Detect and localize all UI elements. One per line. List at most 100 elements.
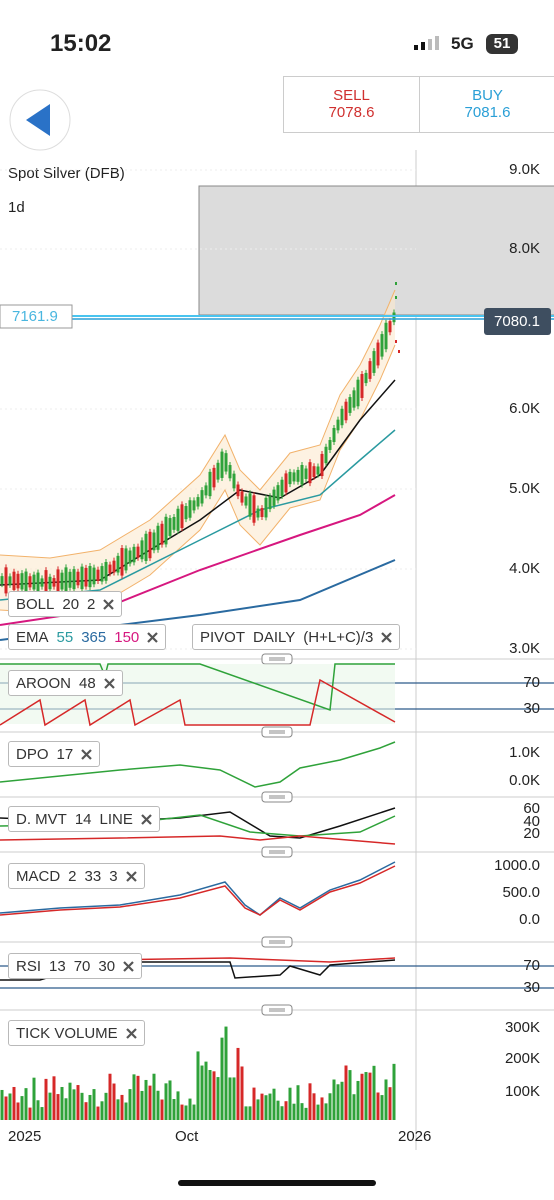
candle <box>296 469 300 482</box>
ema-line <box>0 429 396 601</box>
volume-bar <box>16 1102 20 1120</box>
volume-bar <box>344 1065 348 1120</box>
candle <box>148 531 152 559</box>
indicator-param: 2 <box>87 595 96 613</box>
indicator-chip[interactable]: EMA 55 365 150 <box>8 624 167 650</box>
indicator-chip[interactable]: MACD 2 33 3 <box>8 863 145 889</box>
x-tick: Oct <box>175 1128 199 1145</box>
close-icon[interactable] <box>141 813 152 825</box>
volume-bar <box>108 1073 112 1120</box>
volume-bar <box>0 1089 4 1120</box>
close-icon[interactable] <box>103 598 115 610</box>
close-icon[interactable] <box>125 1027 137 1039</box>
candle <box>48 576 52 590</box>
volume-bar <box>76 1085 80 1120</box>
buy-button[interactable]: BUY 7081.6 <box>420 77 554 132</box>
volume-bar <box>392 1063 396 1120</box>
volume-bar <box>60 1086 64 1120</box>
volume-bar <box>356 1080 360 1120</box>
price-tick: 9.0K <box>509 161 540 178</box>
volume-bar <box>264 1095 268 1120</box>
panel-tick: 70 <box>523 957 540 974</box>
boll-upper <box>0 289 396 559</box>
indicator-chip[interactable]: TICK VOLUME <box>8 1020 145 1046</box>
candle <box>136 546 140 558</box>
candle <box>200 490 204 504</box>
volume-bar <box>116 1099 120 1120</box>
pivot-dot <box>398 350 400 353</box>
plot <box>0 169 554 1120</box>
volume-bar <box>324 1103 328 1120</box>
indicator-chip[interactable]: RSI 13 70 30 <box>8 953 143 979</box>
volume-bar <box>376 1092 380 1120</box>
volume-bar <box>88 1094 92 1120</box>
indicator-param: 2 <box>68 867 77 885</box>
candle <box>164 516 168 545</box>
indicator-chip[interactable]: DPO 17 <box>8 741 101 767</box>
volume-bar <box>276 1100 280 1120</box>
panel-tick: 40 <box>523 813 540 830</box>
volume-bar <box>256 1099 260 1120</box>
indicator-chip[interactable]: D. MVT 14 LINE <box>8 806 160 832</box>
close-icon[interactable] <box>81 748 92 760</box>
candle <box>100 566 104 582</box>
close-icon[interactable] <box>381 631 393 643</box>
x-tick: 2026 <box>398 1128 431 1145</box>
candle <box>224 453 228 472</box>
volume-bar <box>12 1086 16 1120</box>
indicator-param: (H+L+C)/3 <box>303 628 374 646</box>
candle <box>176 508 180 531</box>
close-icon[interactable] <box>125 870 137 882</box>
volume-bar <box>212 1071 216 1120</box>
volume-bar <box>120 1094 124 1120</box>
volume-bar <box>172 1099 176 1120</box>
current-price-box <box>484 308 551 335</box>
candle <box>192 500 196 511</box>
indicator-param: 14 <box>74 810 92 828</box>
indicator-name: D. MVT <box>16 810 67 828</box>
volume-bar <box>220 1037 224 1120</box>
candle <box>352 390 356 408</box>
volume-bar <box>312 1093 316 1120</box>
candle <box>268 496 272 510</box>
candle <box>60 572 64 590</box>
candle <box>292 472 296 482</box>
indicator-param: 20 <box>62 595 80 613</box>
candle <box>140 540 144 560</box>
candle <box>112 560 116 573</box>
volume-bar <box>72 1089 76 1120</box>
candle <box>284 473 288 493</box>
volume-bar <box>52 1076 56 1120</box>
indicator-chip[interactable]: PIVOT DAILY (H+L+C)/3 <box>192 624 401 650</box>
candle <box>360 374 364 398</box>
candle <box>180 504 184 529</box>
volume-bar <box>92 1089 96 1120</box>
candle <box>168 518 172 536</box>
volume-bar <box>300 1103 304 1120</box>
candle <box>96 569 100 581</box>
candle <box>320 453 324 477</box>
volume-bar <box>204 1061 208 1120</box>
candle <box>4 567 8 594</box>
panel-tick: 300K <box>505 1019 540 1036</box>
sell-label: SELL <box>333 87 370 104</box>
candle <box>376 342 380 366</box>
pivot-dot <box>395 282 397 285</box>
sell-button[interactable]: SELL 7078.6 <box>284 77 420 132</box>
close-icon[interactable] <box>147 631 159 643</box>
panel-handle <box>261 1004 293 1016</box>
volume-bar <box>320 1097 324 1120</box>
close-icon[interactable] <box>103 677 115 689</box>
indicator-chip[interactable]: AROON 48 <box>8 670 123 696</box>
close-icon[interactable] <box>123 960 134 972</box>
volume-bar <box>248 1106 252 1120</box>
panel-handle <box>261 726 293 738</box>
candle <box>312 466 316 477</box>
candle <box>0 576 4 585</box>
volume-bar <box>348 1070 352 1120</box>
volume-bar <box>268 1093 272 1120</box>
indicator-name: DPO <box>16 745 49 763</box>
home-indicator <box>178 1180 376 1186</box>
indicator-chip[interactable]: BOLL 20 2 <box>8 591 123 617</box>
candle <box>196 497 200 507</box>
